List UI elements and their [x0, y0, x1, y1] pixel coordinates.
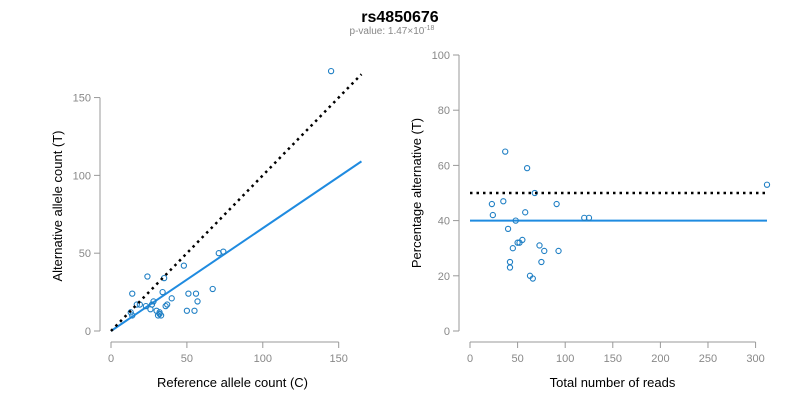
- left-data-point: [150, 298, 157, 305]
- pvalue-exponent: -18: [424, 25, 434, 32]
- right-y-tick-label: 100: [432, 50, 450, 62]
- right-data-point: [763, 181, 771, 188]
- right-data-point: [522, 209, 529, 216]
- left-data-point: [129, 312, 136, 319]
- left-data-point: [185, 290, 192, 297]
- right-data-point: [504, 225, 512, 233]
- left-data-point: [180, 262, 188, 269]
- right-x-tick-label: 150: [604, 353, 622, 365]
- right-data-point: [488, 200, 496, 208]
- right-data-point: [529, 275, 536, 282]
- left-y-tick-label: 0: [85, 326, 91, 338]
- left-data-point: [148, 301, 156, 308]
- left-y-axis-label: Alternative allele count (T): [50, 130, 65, 281]
- left-fit-line: [110, 160, 363, 332]
- right-y-tick-label: 80: [438, 105, 450, 117]
- left-data-point: [191, 307, 198, 314]
- right-data-point: [502, 148, 509, 155]
- left-y-tick-label: 50: [79, 248, 91, 260]
- left-data-point: [159, 288, 166, 296]
- right-x-tick-label: 300: [746, 353, 764, 365]
- left-data-point: [162, 302, 169, 310]
- right-x-tick-label: 200: [651, 353, 669, 365]
- right-data-point: [519, 236, 526, 244]
- right-x-tick-label: 100: [556, 353, 574, 365]
- left-x-tick-label: 0: [108, 353, 114, 365]
- left-data-point: [327, 67, 335, 75]
- pvalue-prefix: p-value: 1.47: [350, 26, 408, 37]
- right-y-axis-label: Percentage alternative (T): [409, 118, 424, 268]
- left-data-point: [192, 290, 200, 297]
- left-data-point: [157, 312, 165, 319]
- left-y-tick-label: 100: [73, 170, 91, 182]
- right-data-point: [506, 264, 514, 271]
- left-x-axis-label: Reference allele count (C): [157, 375, 308, 390]
- left-panel: 0 50 100 150 0 50 100 150 Reference allele count…: [50, 67, 363, 390]
- right-data-point: [585, 214, 593, 221]
- left-reference-line: [110, 73, 363, 332]
- left-data-point: [142, 302, 150, 310]
- chart-title: rs4850676: [361, 9, 439, 26]
- right-data-point: [506, 258, 514, 266]
- right-data-point: [509, 245, 516, 252]
- right-y-tick-label: 40: [438, 216, 450, 228]
- pvalue-times: ×10: [407, 26, 424, 37]
- right-y-tick-label: 20: [438, 271, 450, 283]
- right-data-point: [512, 217, 519, 224]
- left-data-point: [156, 309, 163, 316]
- right-data-point: [555, 247, 562, 255]
- left-data-point: [220, 248, 227, 255]
- left-data-point: [133, 301, 140, 308]
- right-x-tick-label: 50: [511, 353, 523, 365]
- right-data-point: [523, 165, 531, 172]
- right-data-point: [538, 258, 545, 266]
- left-x-tick-label: 50: [181, 353, 193, 365]
- left-data-point: [164, 301, 171, 308]
- left-y-tick-label: 150: [73, 93, 91, 105]
- left-data-point: [154, 312, 162, 319]
- right-data-point: [541, 247, 548, 255]
- right-x-tick-label: 0: [467, 353, 473, 365]
- left-data-point: [168, 295, 175, 302]
- left-x-tick-label: 150: [329, 353, 347, 365]
- right-data-point: [489, 211, 496, 219]
- right-x-tick-label: 250: [699, 353, 717, 365]
- left-x-tick-label: 100: [254, 353, 272, 365]
- right-y-tick-label: 0: [444, 326, 450, 338]
- right-data-point: [536, 242, 543, 249]
- right-y-tick-label: 60: [438, 160, 450, 172]
- left-data-point: [129, 290, 136, 297]
- left-data-point: [194, 298, 201, 305]
- right-data-point: [553, 200, 560, 208]
- left-data-point: [144, 273, 151, 280]
- right-data-point: [500, 198, 507, 205]
- right-panel: 0 20 40 60 80 100 0 50 100 150 200 250 300 Total numb…: [409, 50, 771, 390]
- right-data-point: [514, 239, 521, 246]
- left-data-point: [183, 307, 191, 314]
- left-data-point: [127, 309, 134, 316]
- left-data-point: [209, 285, 216, 293]
- pvalue-text: p-value: 1.47×10-18: [350, 25, 435, 37]
- right-x-axis-label: Total number of reads: [550, 375, 676, 390]
